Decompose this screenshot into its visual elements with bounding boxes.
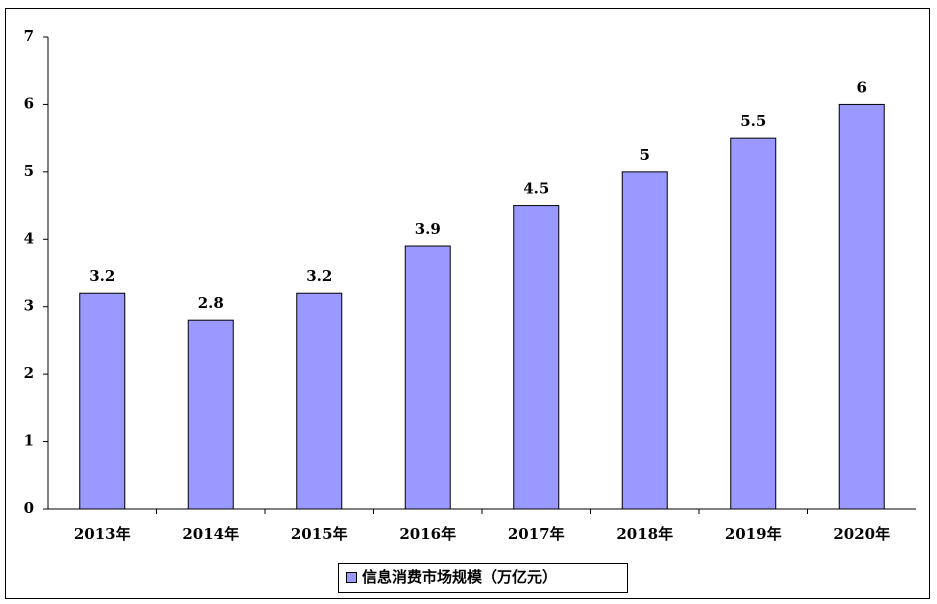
data-label: 2.8 (198, 294, 224, 312)
data-label: 3.2 (89, 267, 115, 285)
bar (187, 319, 234, 510)
y-tick-label: 7 (24, 27, 34, 45)
bar (730, 137, 777, 510)
x-tick-label: 2016年 (399, 525, 456, 543)
x-tick-label: 2014年 (182, 525, 239, 543)
y-tick-label: 4 (24, 229, 34, 247)
x-tick-label: 2020年 (833, 525, 890, 543)
y-tick-label: 3 (24, 297, 34, 315)
x-tick-label: 2019年 (725, 525, 782, 543)
bar (513, 205, 560, 510)
legend-swatch (346, 572, 357, 583)
y-tick-label: 5 (24, 162, 34, 180)
y-tick-label: 2 (24, 364, 34, 382)
bar (404, 245, 451, 510)
data-label: 6 (857, 78, 867, 96)
data-label: 3.9 (415, 220, 441, 238)
x-tick-label: 2018年 (616, 525, 673, 543)
bar (79, 292, 126, 510)
bar (296, 292, 343, 510)
chart-border (5, 8, 930, 599)
legend-box (338, 563, 628, 593)
data-label: 5 (640, 146, 650, 164)
bar (621, 171, 668, 510)
y-tick-label: 1 (24, 432, 34, 450)
legend-label: 信息消费市场规模（万亿元） (362, 568, 557, 586)
data-label: 4.5 (523, 180, 549, 198)
x-tick-label: 2017年 (508, 525, 565, 543)
x-tick-label: 2015年 (291, 525, 348, 543)
data-label: 5.5 (740, 112, 766, 130)
bar (838, 103, 885, 510)
y-tick-label: 0 (24, 499, 34, 517)
y-tick-label: 6 (24, 94, 34, 112)
data-label: 3.2 (306, 267, 332, 285)
x-tick-label: 2013年 (74, 525, 131, 543)
